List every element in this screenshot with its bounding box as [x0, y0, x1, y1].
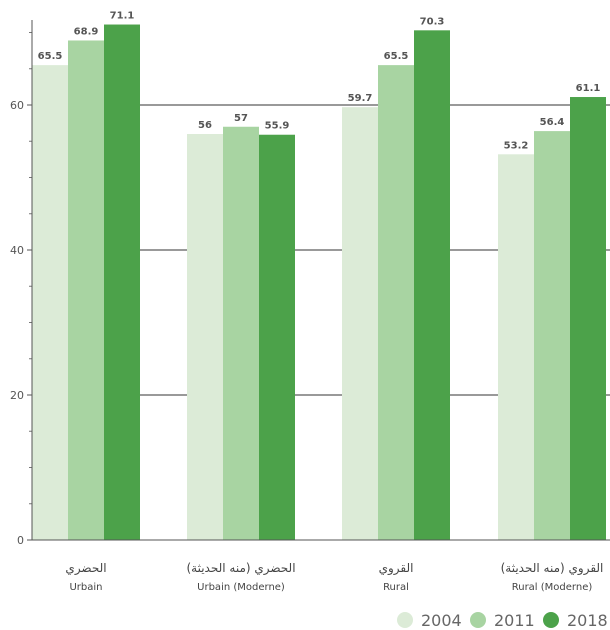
- y-axis: 0 20 40 60: [10, 20, 610, 547]
- value-label: 53.2: [504, 140, 529, 151]
- value-labels: 65.5 68.9 71.1 56 57 55.9 59.7 65.5 70.3 53.2 56.4…: [38, 11, 601, 152]
- value-label: 65.5: [38, 51, 63, 62]
- value-label: 68.9: [74, 26, 99, 37]
- category-label-french: Rural: [383, 582, 409, 593]
- category-label-arabic: القروي: [379, 561, 414, 576]
- legend-swatch-2018: [543, 612, 559, 628]
- category-label-french: Rural (Moderne): [512, 582, 593, 593]
- category-label-arabic: الحضري: [65, 561, 106, 576]
- value-label: 56.4: [540, 117, 565, 128]
- y-tick-label: 20: [10, 389, 24, 402]
- value-label: 56: [198, 120, 212, 131]
- value-label: 61.1: [576, 83, 601, 94]
- y-tick-label: 40: [10, 244, 24, 257]
- bar-2018: [570, 97, 606, 541]
- value-label: 70.3: [420, 16, 445, 27]
- legend: 2004 2011 2018: [397, 611, 608, 630]
- value-label: 59.7: [348, 93, 373, 104]
- bar-2011: [534, 131, 570, 540]
- bar-2004: [32, 65, 68, 540]
- bar-2011: [378, 65, 414, 540]
- bar-2011: [68, 40, 104, 540]
- bar-2004: [342, 107, 378, 541]
- y-tick-label: 60: [10, 99, 24, 112]
- value-label: 55.9: [265, 121, 290, 132]
- value-label: 65.5: [384, 51, 409, 62]
- value-label: 57: [234, 113, 248, 124]
- category-label-french: Urbain (Moderne): [197, 582, 285, 593]
- legend-label: 2018: [567, 611, 608, 630]
- bars: [32, 24, 606, 541]
- category-labels: الحضري Urbain الحضري (منه الحديثة) Urbain (…: [65, 561, 603, 593]
- bar-2018: [259, 134, 295, 540]
- category-label-arabic: الحضري (منه الحديثة): [186, 561, 295, 576]
- legend-swatch-2011: [470, 612, 486, 628]
- category-label-french: Urbain: [69, 582, 102, 593]
- legend-label: 2011: [494, 611, 535, 630]
- bar-2004: [187, 134, 223, 540]
- bar-2018: [414, 30, 450, 540]
- bar-2011: [223, 126, 259, 540]
- legend-swatch-2004: [397, 612, 413, 628]
- category-label-arabic: القروي (منه الحديثة): [501, 561, 604, 576]
- bar-2004: [498, 154, 534, 541]
- y-tick-label: 0: [17, 534, 24, 547]
- bar-2018: [104, 24, 140, 540]
- legend-label: 2004: [421, 611, 462, 630]
- value-label: 71.1: [110, 11, 135, 22]
